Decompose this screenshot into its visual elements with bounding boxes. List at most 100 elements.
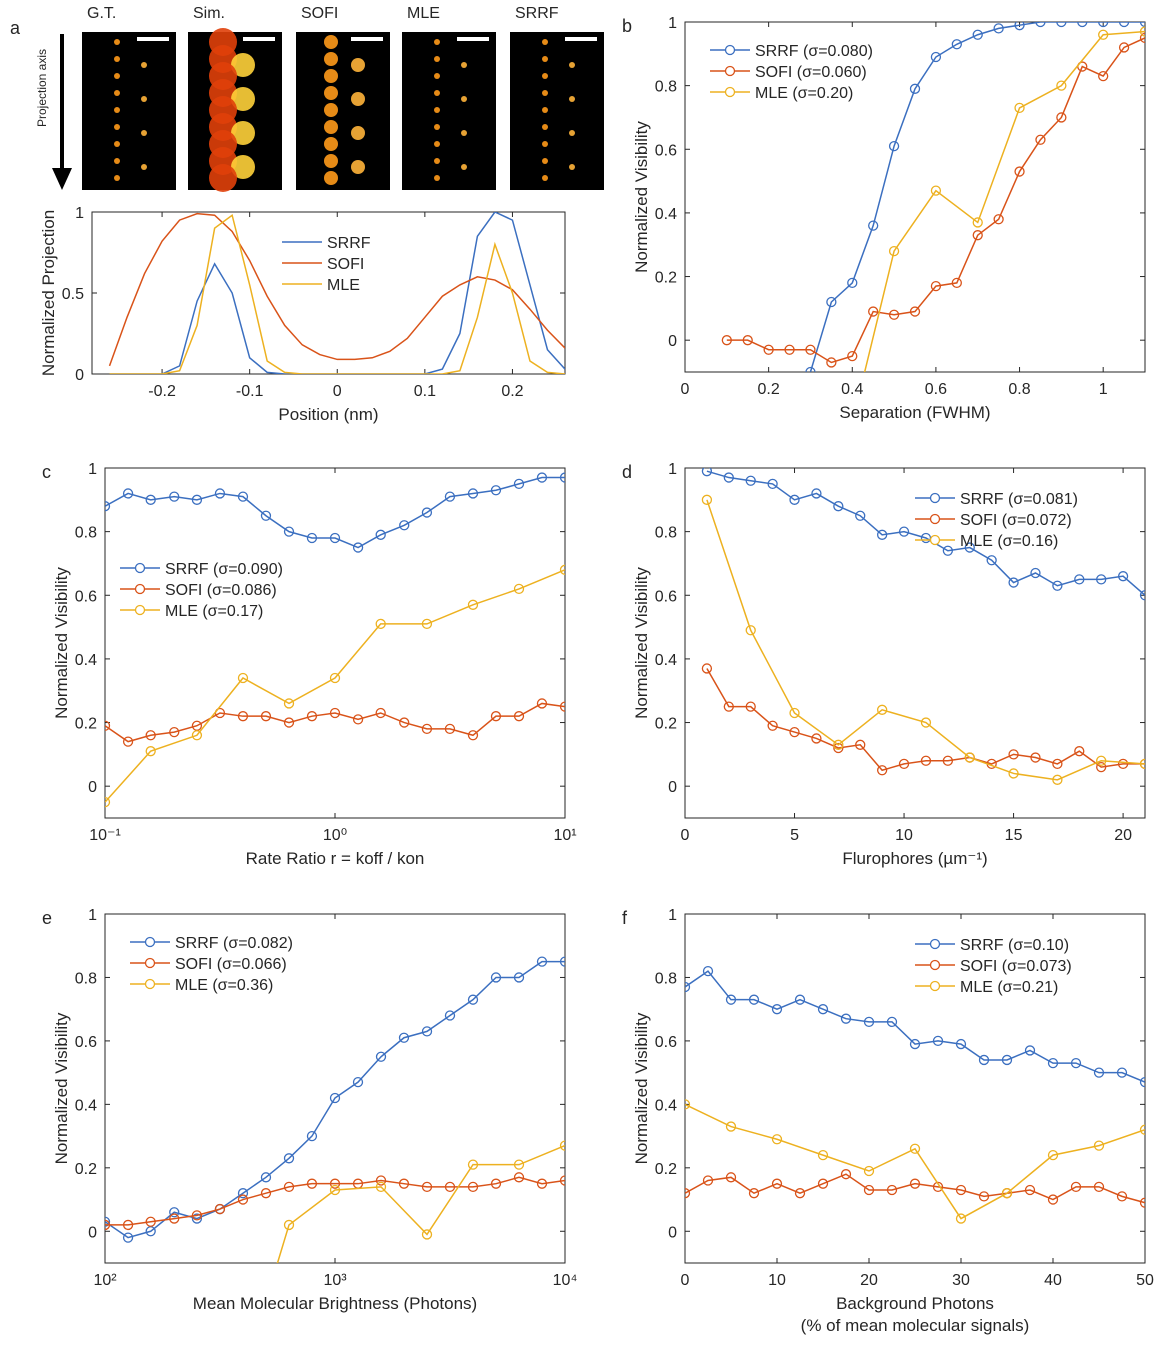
legend-label: SOFI bbox=[327, 256, 364, 273]
x-tick-label: 20 bbox=[1114, 827, 1132, 844]
y-tick-label: 0 bbox=[668, 1224, 677, 1241]
legend-label: SOFI (σ=0.086) bbox=[165, 582, 277, 599]
y-tick-label: 0.8 bbox=[75, 525, 97, 542]
panel-label: d bbox=[622, 462, 632, 482]
image bbox=[82, 32, 176, 190]
scale-bar bbox=[243, 37, 275, 41]
image-spot bbox=[542, 56, 548, 62]
scale-bar bbox=[351, 37, 383, 41]
x-tick-label: -0.1 bbox=[236, 383, 264, 400]
image-label: SOFI bbox=[301, 5, 338, 22]
image-spot bbox=[542, 141, 548, 147]
x-tick-label: 0 bbox=[333, 383, 342, 400]
y-axis-label: Normalized Projection bbox=[39, 210, 58, 376]
x-tick-label: 0.2 bbox=[501, 383, 523, 400]
image-spot bbox=[434, 141, 440, 147]
legend-label: SOFI (σ=0.073) bbox=[960, 958, 1072, 975]
panel-label: c bbox=[42, 462, 51, 482]
scale-bar bbox=[565, 37, 597, 41]
y-tick-label: 0.4 bbox=[655, 1097, 677, 1114]
image-spot bbox=[114, 141, 120, 147]
panel-label: f bbox=[622, 908, 628, 928]
y-axis-label: Normalized Visibility bbox=[52, 567, 71, 719]
legend-label: MLE (σ=0.36) bbox=[175, 977, 273, 994]
y-axis-label: Normalized Visibility bbox=[632, 567, 651, 719]
y-tick-label: 0.4 bbox=[655, 652, 677, 669]
y-tick-label: 1 bbox=[88, 907, 97, 924]
image-spot bbox=[542, 158, 548, 164]
image-spot bbox=[461, 96, 467, 102]
x-tick-label: 0.1 bbox=[414, 383, 436, 400]
panel-label: b bbox=[622, 16, 632, 36]
legend-label: SRRF (σ=0.081) bbox=[960, 491, 1078, 508]
legend-marker bbox=[136, 585, 145, 594]
panel-label: a bbox=[10, 18, 21, 38]
image-spot bbox=[141, 130, 147, 136]
x-tick-label: 10⁴ bbox=[553, 1272, 578, 1289]
plot-area bbox=[105, 914, 565, 1263]
image-spot bbox=[324, 52, 338, 66]
image-spot bbox=[542, 39, 548, 45]
x-tick-label: 5 bbox=[790, 827, 799, 844]
scale-bar bbox=[457, 37, 489, 41]
image-spot bbox=[542, 90, 548, 96]
image-spot bbox=[351, 58, 365, 72]
y-tick-label: 0.6 bbox=[75, 1034, 97, 1051]
legend-label: MLE bbox=[327, 277, 360, 294]
image-spot bbox=[351, 126, 365, 140]
y-tick-label: 0.2 bbox=[655, 270, 677, 287]
x-tick-label: 10² bbox=[93, 1272, 117, 1289]
image-label: MLE bbox=[407, 5, 440, 22]
image-spot bbox=[114, 158, 120, 164]
y-tick-label: 0.8 bbox=[655, 970, 677, 987]
image-spot bbox=[434, 39, 440, 45]
image-spot bbox=[569, 62, 575, 68]
image-spot bbox=[324, 137, 338, 151]
legend-marker bbox=[146, 938, 155, 947]
x-tick-label: 10¹ bbox=[553, 827, 576, 844]
image-spot bbox=[461, 62, 467, 68]
y-tick-label: 0.8 bbox=[75, 970, 97, 987]
x-tick-label: 1 bbox=[1099, 381, 1108, 398]
legend-label: MLE (σ=0.20) bbox=[755, 85, 853, 102]
y-tick-label: 0.5 bbox=[62, 286, 84, 303]
image-label: SRRF bbox=[515, 5, 559, 22]
y-tick-label: 0 bbox=[75, 367, 84, 384]
image-label: G.T. bbox=[87, 5, 116, 22]
x-axis-label: Mean Molecular Brightness (Photons) bbox=[193, 1294, 477, 1313]
legend-label: SOFI (σ=0.066) bbox=[175, 956, 287, 973]
x-axis-label: Position (nm) bbox=[278, 405, 378, 424]
image-spot bbox=[141, 96, 147, 102]
x-tick-label: 40 bbox=[1044, 1272, 1062, 1289]
panel: e10²10³10⁴00.20.40.60.81Mean Molecular B… bbox=[42, 907, 577, 1340]
x-tick-label: 10 bbox=[768, 1272, 786, 1289]
x-tick-label: 50 bbox=[1136, 1272, 1154, 1289]
image-spot bbox=[324, 120, 338, 134]
x-tick-label: 0 bbox=[681, 381, 690, 398]
y-tick-label: 1 bbox=[75, 205, 84, 222]
x-axis-label: Rate Ratio r = koff / kon bbox=[246, 849, 425, 868]
image-spot bbox=[114, 175, 120, 181]
y-tick-label: 0.2 bbox=[655, 1161, 677, 1178]
panel-label: e bbox=[42, 908, 52, 928]
y-tick-label: 0.6 bbox=[655, 588, 677, 605]
y-axis-label: Normalized Visibility bbox=[632, 121, 651, 273]
plot-area bbox=[685, 22, 1145, 372]
image-spot bbox=[542, 175, 548, 181]
y-axis-label: Normalized Visibility bbox=[52, 1012, 71, 1164]
image-spot bbox=[351, 92, 365, 106]
plot-area bbox=[685, 914, 1145, 1263]
scale-bar bbox=[137, 37, 169, 41]
x-tick-label: 0.2 bbox=[758, 381, 780, 398]
image-spot bbox=[434, 175, 440, 181]
y-tick-label: 0 bbox=[668, 779, 677, 796]
panel: c10⁻¹10⁰10¹00.20.40.60.81Rate Ratio r = … bbox=[42, 461, 577, 868]
legend-marker bbox=[146, 980, 155, 989]
y-tick-label: 0.2 bbox=[655, 716, 677, 733]
y-axis-label: Normalized Visibility bbox=[632, 1012, 651, 1164]
image-spot bbox=[542, 73, 548, 79]
x-axis-label: Background Photons bbox=[836, 1294, 994, 1313]
plot-area bbox=[105, 468, 565, 818]
